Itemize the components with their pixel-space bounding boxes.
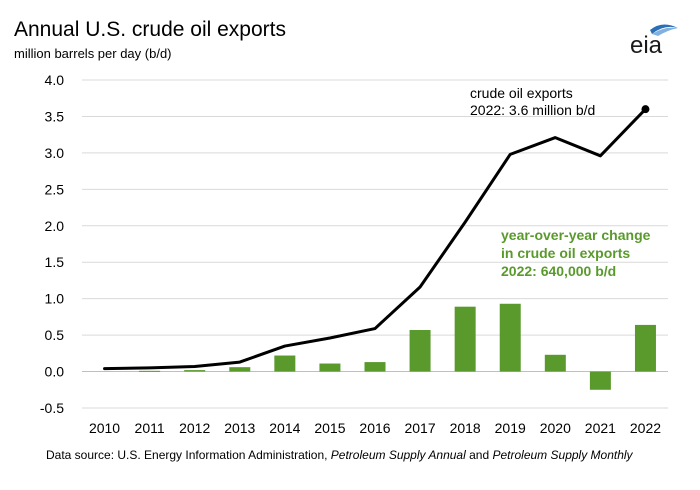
y-tick-label: 0.0 (45, 364, 65, 380)
bar-yoy-change (184, 370, 206, 372)
y-tick-label: 1.0 (45, 291, 65, 307)
y-tick-label: 2.5 (45, 181, 65, 197)
chart-title: Annual U.S. crude oil exports (14, 18, 286, 41)
bar-yoy-change (544, 354, 566, 372)
x-tick-label: 2011 (135, 420, 165, 436)
y-tick-label: 1.5 (45, 254, 65, 270)
data-source-note: Data source: U.S. Energy Information Adm… (46, 448, 686, 463)
annotations: crude oil exports 2022: 3.6 million b/d … (470, 85, 651, 279)
bar-yoy-change (229, 367, 251, 372)
x-tick-label: 2022 (630, 420, 661, 436)
x-tick-label: 2018 (450, 420, 481, 436)
bar-yoy-change (454, 306, 476, 372)
bar-yoy-change (274, 355, 296, 372)
eia-logo-swoosh (650, 24, 678, 36)
bar-layer (139, 303, 656, 390)
bar-yoy-change (139, 370, 161, 372)
eia-logo: eia (628, 22, 682, 62)
y-tick-label: 3.0 (45, 145, 65, 161)
bar-annotation-line-2: in crude oil exports (501, 245, 630, 261)
x-tick-label: 2010 (89, 420, 120, 436)
chart-canvas: -0.5 0.0 0.5 1.0 1.5 2.0 2.5 3.0 3.5 4.0 2010 2011… (40, 72, 668, 436)
bar-yoy-change (589, 371, 611, 390)
line-annotation-value: 2022: 3.6 million b/d (470, 102, 595, 118)
x-tick-labels: 2010 2011 2012 2013 2014 2015 2016 2017 2018 2019… (89, 420, 661, 436)
line-annotation-name: crude oil exports (470, 85, 573, 101)
x-tick-label: 2020 (540, 420, 571, 436)
source-pub-1: Petroleum Supply Annual (330, 448, 466, 462)
x-tick-label: 2019 (495, 420, 526, 436)
chart-subtitle: million barrels per day (b/d) (14, 46, 172, 61)
y-tick-label: 3.5 (45, 108, 65, 124)
x-tick-label: 2016 (359, 420, 390, 436)
bar-annotation-line-1: year-over-year change (501, 227, 651, 243)
source-prefix: Data source: U.S. Energy Information Adm… (46, 448, 331, 462)
line-layer (103, 105, 650, 371)
y-tick-label: -0.5 (40, 400, 64, 416)
source-and: and (465, 448, 493, 462)
y-tick-label: 4.0 (45, 72, 65, 88)
x-tick-label: 2013 (224, 420, 255, 436)
x-tick-label: 2021 (585, 420, 616, 436)
bar-yoy-change (499, 303, 521, 372)
x-tick-label: 2017 (404, 420, 435, 436)
bar-yoy-change (364, 362, 386, 372)
bar-yoy-change (319, 363, 341, 372)
x-tick-label: 2014 (269, 420, 300, 436)
x-tick-label: 2015 (314, 420, 345, 436)
bar-yoy-change (409, 330, 431, 372)
grid-layer (82, 79, 668, 409)
bar-yoy-change (634, 324, 656, 372)
source-pub-2: Petroleum Supply Monthly (492, 448, 633, 462)
eia-logo-text: eia (630, 32, 663, 59)
y-tick-label: 2.0 (45, 218, 65, 234)
line-endpoint-marker (641, 105, 650, 114)
bar-annotation-line-3: 2022: 640,000 b/d (501, 263, 616, 279)
y-tick-label: 0.5 (45, 327, 65, 343)
x-tick-label: 2012 (179, 420, 210, 436)
y-tick-labels: -0.5 0.0 0.5 1.0 1.5 2.0 2.5 3.0 3.5 4.0 (40, 72, 64, 416)
line-crude-exports (103, 107, 647, 371)
